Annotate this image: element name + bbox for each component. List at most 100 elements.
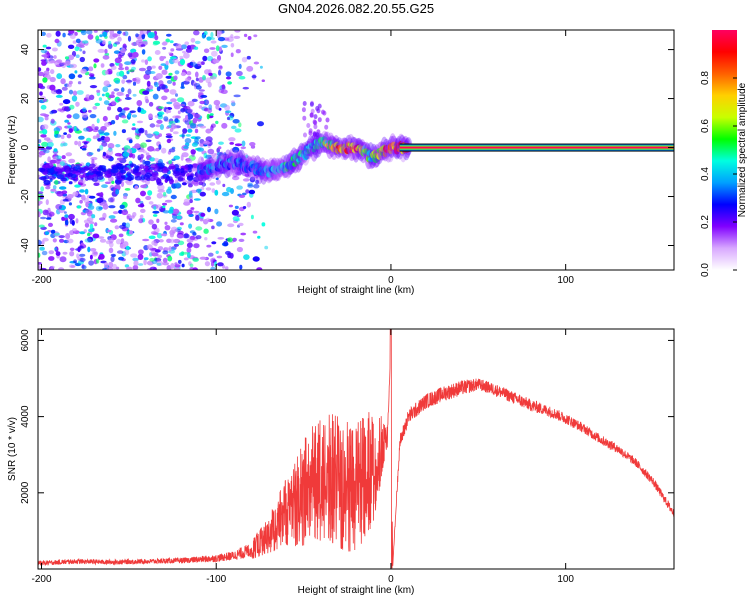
spectrogram-speckle [140,109,147,115]
spectrogram-plume [303,132,307,138]
spectrogram-speckle [151,223,158,230]
spectrogram-speckle [44,175,50,180]
spectrogram-speckle [113,130,117,136]
spectrogram-speckle [238,238,245,242]
spectrogram-speckle [234,205,239,209]
spectrogram-speckle [232,119,240,124]
spectrogram-speckle [132,212,137,217]
spectrogram-speckle [222,264,226,269]
spectrogram-speckle [99,34,103,38]
spectrogram-speckle [172,131,179,135]
spectrogram-speckle [58,62,66,66]
spectrogram-speckle [126,70,130,75]
spectrogram-plume [309,112,314,118]
spectrogram-speckle [216,221,223,227]
spectrogram-speckle [252,256,260,262]
spectrogram-speckle [199,143,205,147]
spectrogram-speckle [38,265,41,270]
spectrogram-speckle [187,164,193,168]
spectrogram-speckle [58,235,65,239]
spectrogram-speckle [88,228,95,233]
spectrogram-speckle [63,211,67,214]
spectrogram-speckle [264,245,269,250]
spectrogram-speckle [204,261,210,267]
spectrogram-speckle [45,199,49,206]
spectrogram-speckle [56,73,63,80]
spectrogram-speckle [158,65,163,71]
spectrogram-speckle [248,189,256,195]
spectrogram-xtick-label: -100 [206,275,226,286]
spectrogram-speckle [141,59,145,63]
spectrogram-speckle [139,153,145,158]
spectrogram-speckle [77,74,83,78]
spectrogram-speckle [170,263,175,269]
spectrogram-speckle [154,50,161,55]
spectrogram-speckle [235,171,243,176]
spectrogram-speckle [152,232,159,235]
spectrogram-speckle [180,172,186,177]
spectrogram-plume [302,101,307,106]
spectrogram-speckle [82,144,88,149]
spectrogram-speckle [80,30,87,36]
spectrogram-speckle [205,217,211,223]
spectrogram-speckle [48,250,55,255]
spectrogram-speckle [43,114,50,118]
spectrogram-speckle [62,198,69,202]
spectrogram-speckle [253,61,260,65]
spectrogram-speckle [167,186,172,191]
spectrogram-speckle [38,71,45,77]
spectrogram-speckle [46,141,54,148]
spectrogram-plume [313,124,318,130]
spectrogram-speckle [125,222,131,229]
spectrogram-speckle [115,144,121,148]
spectrogram-speckle [132,51,139,58]
spectrogram-speckle [104,48,108,54]
spectrogram-speckle [108,205,116,209]
spectrogram-speckle [126,215,130,220]
spectrogram-speckle [170,48,175,52]
spectrogram-speckle [103,80,110,87]
spectrogram-speckle [159,55,165,62]
spectrogram-speckle [59,102,64,106]
spectrogram-speckle [61,86,68,91]
spectrogram-speckle [205,154,212,160]
spectrogram-speckle [39,246,45,251]
spectrogram-speckle [251,75,257,79]
spectrogram-speckle [151,171,159,178]
spectrogram-speckle [211,50,218,57]
spectrogram-speckle [64,56,70,60]
spectrogram-speckle [89,254,93,260]
spectrogram-speckle [200,94,208,98]
colorbar-tick-label: 0.0 [700,263,711,277]
spectrogram-speckle [198,91,204,96]
spectrogram-speckle [193,243,200,249]
spectrogram-speckle [188,192,193,198]
spectrogram-speckle [206,55,214,62]
spectrogram-speckle [38,174,41,178]
spectrogram-speckle [46,139,53,143]
spectrogram-speckle [88,260,94,266]
spectrogram-speckle [101,93,105,97]
spectrogram-speckle [193,30,200,36]
spectrogram-speckle [157,254,163,259]
spectrogram-ytick-label: 0 [20,144,31,150]
snr-ytick-label: 4000 [20,405,31,428]
spectrogram-speckle [156,262,162,266]
spectrogram-speckle [111,91,115,95]
spectrogram-speckle [115,162,122,168]
spectrogram-speckle [59,238,65,243]
spectrogram-speckle [191,98,198,102]
spectrogram-speckle [57,108,63,112]
spectrogram-speckle [75,54,80,58]
spectrogram-speckle [185,158,193,164]
spectrogram-speckle [68,80,73,85]
spectrogram-speckle [230,43,235,48]
spectrogram-speckle [243,254,250,260]
spectrogram-speckle [192,232,197,236]
spectrogram-speckle [228,137,236,142]
spectrogram-speckle [224,266,229,270]
spectrogram-speckle [203,31,208,36]
spectrogram-speckle [78,135,85,140]
spectrogram-speckle [215,177,219,181]
